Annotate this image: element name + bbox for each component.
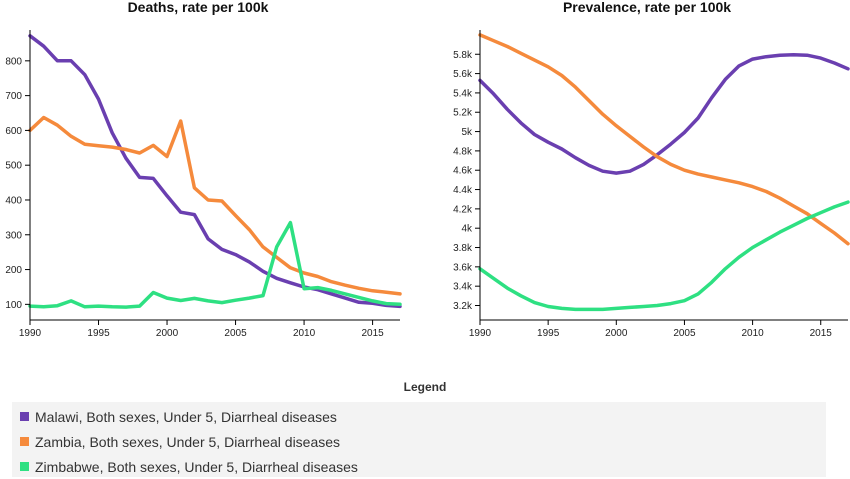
x-tick-label: 2010 — [293, 328, 316, 339]
legend-item-zambia[interactable]: Zambia, Both sexes, Under 5, Diarrheal d… — [20, 429, 340, 454]
legend-item-malawi[interactable]: Malawi, Both sexes, Under 5, Diarrheal d… — [20, 404, 337, 429]
y-tick-label: 3.2k — [453, 301, 473, 312]
charts-area: Deaths, rate per 100k 1990 1995 2000 2005 201… — [5, 0, 850, 339]
y-tick-label: 4.2k — [453, 204, 473, 215]
legend-swatch-malawi — [20, 412, 29, 421]
series-line-zambia[interactable] — [478, 33, 850, 246]
y-tick-label: 300 — [5, 230, 22, 241]
series-line-malawi[interactable] — [28, 34, 402, 309]
y-tick-label: 4.4k — [453, 185, 473, 196]
chart-title: Deaths, rate per 100k — [128, 0, 269, 15]
x-tick-label: 2000 — [605, 328, 628, 339]
legend-label-zambia: Zambia, Both sexes, Under 5, Diarrheal d… — [35, 433, 341, 450]
x-tick-label: 2015 — [810, 328, 833, 339]
x-tick-label: 2015 — [361, 328, 384, 339]
deaths-chart: Deaths, rate per 100k 1990 1995 2000 2005 201… — [5, 0, 402, 339]
legend-title: Legend — [403, 380, 447, 394]
series-line-malawi[interactable] — [478, 52, 850, 175]
y-tick-label: 3.4k — [453, 282, 473, 293]
legend-label-zimbabwe: Zimbabwe, Both sexes, Under 5, Diarrheal… — [35, 458, 358, 475]
y-tick-label: 200 — [5, 265, 22, 276]
series-line-zimbabwe[interactable] — [478, 200, 850, 312]
x-tick-label: 2005 — [224, 328, 247, 339]
series-line-zimbabwe[interactable] — [28, 220, 402, 309]
legend-label-malawi: Malawi, Both sexes, Under 5, Diarrheal d… — [35, 408, 337, 425]
x-tick-label: 2000 — [156, 328, 179, 339]
x-tick-label: 2010 — [741, 328, 764, 339]
y-tick-label: 5.8k — [453, 50, 473, 61]
y-tick-label: 4.8k — [453, 146, 473, 157]
legend-swatch-zimbabwe — [20, 462, 29, 471]
legend: Malawi, Both sexes, Under 5, Diarrheal d… — [12, 402, 826, 477]
x-tick-label: 1995 — [537, 328, 560, 339]
y-tick-label: 800 — [5, 56, 22, 67]
x-tick-label: 1995 — [87, 328, 110, 339]
y-tick-label: 500 — [5, 161, 22, 172]
y-tick-label: 600 — [5, 126, 22, 137]
y-tick-label: 100 — [5, 300, 22, 311]
y-tick-label: 3.6k — [453, 262, 473, 273]
x-tick-label: 1990 — [469, 328, 492, 339]
y-tick-label: 5k — [461, 127, 473, 138]
y-tick-label: 3.8k — [453, 243, 473, 254]
y-tick-label: 400 — [5, 195, 22, 206]
series-line-zambia[interactable] — [28, 115, 402, 296]
y-tick-label: 4.6k — [453, 166, 473, 177]
y-tick-label: 4k — [461, 224, 473, 235]
y-tick-label: 5.2k — [453, 108, 473, 119]
y-tick-label: 700 — [5, 91, 22, 102]
prevalence-chart: Prevalence, rate per 100k 1990 1995 2000 200… — [453, 0, 850, 339]
x-tick-label: 2005 — [673, 328, 696, 339]
y-tick-label: 5.4k — [453, 88, 473, 99]
x-tick-label: 1990 — [19, 328, 42, 339]
chart-title: Prevalence, rate per 100k — [563, 0, 731, 15]
legend-swatch-zambia — [20, 437, 29, 446]
y-tick-label: 5.6k — [453, 69, 473, 80]
legend-item-zimbabwe[interactable]: Zimbabwe, Both sexes, Under 5, Diarrheal… — [20, 454, 358, 479]
